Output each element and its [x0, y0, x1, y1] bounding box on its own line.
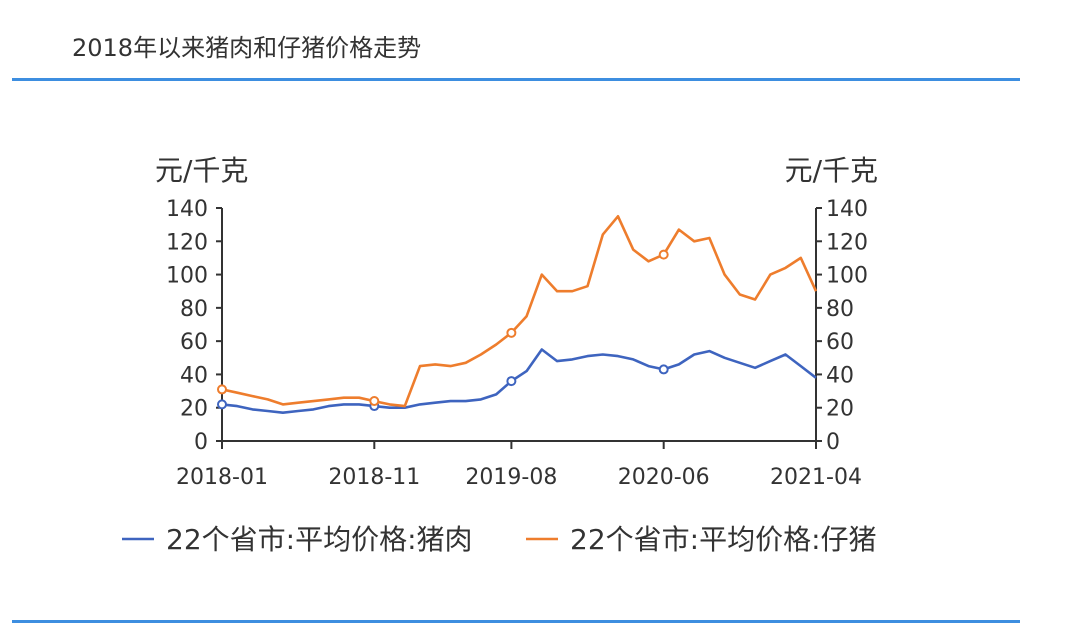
y-right-tick-label: 60: [826, 330, 854, 355]
legend-label-2: 22个省市:平均价格:仔猪: [570, 523, 877, 556]
series-line-1: [221, 348, 817, 415]
y-right-tick-label: 40: [826, 363, 854, 388]
chart-legend: 22个省市:平均价格:猪肉 22个省市:平均价格:仔猪: [122, 523, 877, 556]
series-2-point: [506, 327, 517, 338]
chart-axes: 元/千克 元/千克 0 0 20 20 40 40 60 60 80 80 100 100 120 120 14…: [155, 154, 878, 490]
y-left-tick-label: 20: [180, 397, 208, 422]
header-divider: [12, 78, 1020, 81]
y-left-tick-label: 140: [166, 197, 208, 222]
footer-divider: [12, 620, 1020, 623]
y-right-tick-label: 0: [826, 430, 840, 455]
y-right-tick-label: 80: [826, 297, 854, 322]
chart-title: 2018年以来猪肉和仔猪价格走势: [72, 34, 422, 62]
y-left-unit-label: 元/千克: [155, 154, 248, 187]
x-tick-label: 2021-04: [770, 465, 862, 490]
legend-label-1: 22个省市:平均价格:猪肉: [166, 523, 473, 556]
y-left-tick-label: 0: [194, 430, 208, 455]
series-1-point: [658, 364, 669, 375]
chart-series: [217, 215, 818, 415]
series-2-point: [658, 249, 669, 260]
series-2-point: [369, 396, 380, 407]
x-tick-label: 2019-08: [465, 465, 557, 490]
y-right-tick-label: 120: [826, 230, 868, 255]
series-1-point: [506, 376, 517, 387]
y-left-tick-label: 60: [180, 330, 208, 355]
y-right-tick-label: 100: [826, 264, 868, 289]
series-1-point: [217, 399, 227, 410]
y-right-tick-label: 140: [826, 197, 868, 222]
y-right-tick-label: 20: [826, 397, 854, 422]
y-left-tick-label: 80: [180, 297, 208, 322]
x-tick-label: 2020-06: [618, 465, 710, 490]
y-right-unit-label: 元/千克: [785, 154, 878, 187]
series-line-2: [221, 215, 818, 408]
x-tick-label: 2018-01: [176, 465, 268, 490]
series-2-point: [217, 384, 227, 395]
y-left-tick-label: 100: [166, 264, 208, 289]
x-tick-label: 2018-11: [328, 465, 420, 490]
y-left-tick-label: 120: [166, 230, 208, 255]
y-left-tick-label: 40: [180, 363, 208, 388]
